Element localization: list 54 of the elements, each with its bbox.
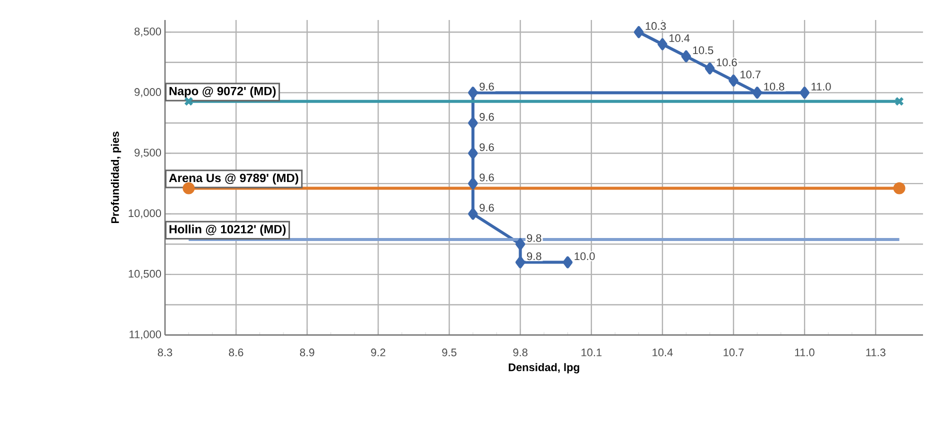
point <box>893 182 906 194</box>
y-tick-label: 11,000 <box>130 330 162 340</box>
annotation: 10.6 <box>716 58 737 66</box>
annotation: 9.6 <box>480 82 494 90</box>
series-label: Arena Us @ 9789' (MD) <box>169 173 298 185</box>
series-label: Napo @ 9072' (MD) <box>170 86 276 98</box>
annotation: 10.3 <box>646 22 666 30</box>
annotation: 10.8 <box>764 82 784 90</box>
point <box>468 178 478 190</box>
annotation: 11.0 <box>812 82 831 90</box>
y-tick-label: 10,000 <box>128 209 162 218</box>
point <box>634 26 644 38</box>
point <box>515 238 526 250</box>
y-tick-label: 8,500 <box>134 28 162 37</box>
x-tick-label: 11.0 <box>795 348 814 356</box>
y-tick-label: 9,500 <box>134 148 162 158</box>
x-tick-label: 11.3 <box>866 348 886 356</box>
point <box>182 182 195 194</box>
point <box>800 86 810 99</box>
x-tick-label: 10.4 <box>652 348 673 356</box>
annotation: 10.5 <box>693 46 714 54</box>
x-tick-label: 8.9 <box>300 348 314 356</box>
point <box>728 74 738 87</box>
x-tick-label: 9.8 <box>513 348 528 356</box>
point <box>468 208 478 220</box>
point <box>468 147 478 160</box>
y-tick-label: 10,500 <box>128 270 162 279</box>
point <box>468 86 478 99</box>
y-axis-title: Profundidad, pies <box>110 132 122 224</box>
annotation: 9.8 <box>527 252 542 260</box>
annotation: 10.0 <box>574 252 595 260</box>
x-axis-title: Densidad, lpg <box>508 363 580 374</box>
annotation: 10.4 <box>669 34 690 42</box>
point <box>468 116 478 129</box>
point <box>562 256 573 268</box>
point <box>752 86 762 99</box>
x-tick-label: 9.5 <box>442 348 456 356</box>
x-tick-label: 9.2 <box>371 348 386 356</box>
point <box>658 38 668 50</box>
point <box>515 256 526 268</box>
x-tick-label: 8.3 <box>158 348 172 356</box>
annotation: 9.6 <box>480 204 494 212</box>
y-tick-label: 9,000 <box>134 88 162 98</box>
series-label: Hollin @ 10212' (MD) <box>170 224 286 236</box>
annotation: 10.7 <box>740 70 760 78</box>
annotation: 9.6 <box>480 143 494 152</box>
annotation: 9.6 <box>480 113 494 121</box>
x-tick-label: 10.7 <box>724 348 744 356</box>
x-tick-label: 8.6 <box>228 348 244 356</box>
x-tick-label: 10.1 <box>582 348 602 356</box>
annotation: 9.6 <box>480 174 494 182</box>
annotation: 9.8 <box>527 234 542 242</box>
point <box>704 62 715 74</box>
point <box>681 50 692 62</box>
